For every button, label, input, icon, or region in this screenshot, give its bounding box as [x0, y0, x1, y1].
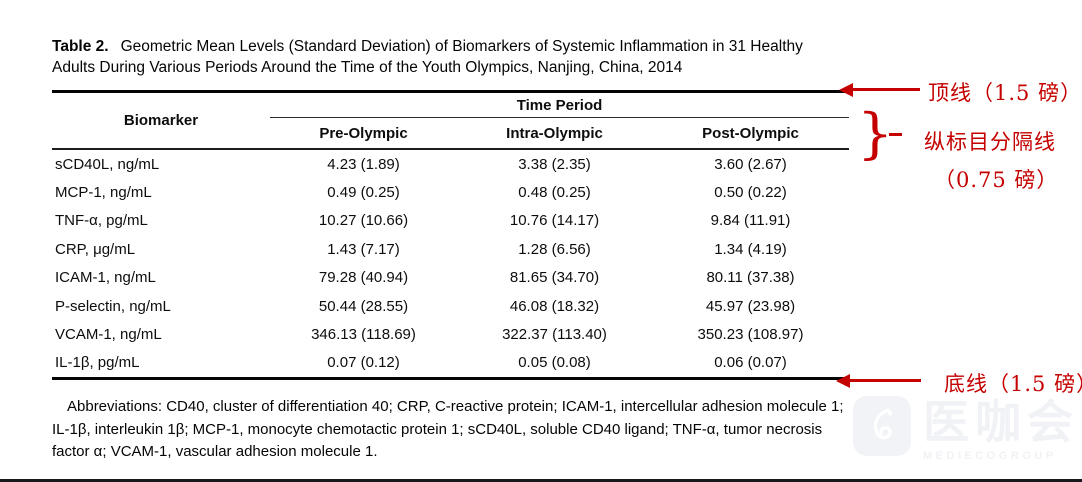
bottom-line-arrow	[836, 373, 921, 388]
value-cell-intra-olympic: 322.37 (113.40)	[502, 326, 607, 344]
separator-line-annotation: 纵标目分隔线 （0.75 磅）	[924, 126, 1058, 194]
arrowhead-icon	[836, 373, 850, 388]
biomarker-cell: MCP-1, ng/mL	[55, 184, 152, 202]
table-row: MCP-1, ng/mL 0.49 (0.25) 0.48 (0.25) 0.5…	[52, 178, 849, 206]
value-cell-pre-olympic: 79.28 (40.94)	[318, 269, 409, 287]
table-row: CRP, μg/mL 1.43 (7.17) 1.28 (6.56) 1.34 …	[52, 235, 849, 263]
table-row: ICAM-1, ng/mL 79.28 (40.94) 81.65 (34.70…	[52, 264, 849, 292]
table-footnote: Abbreviations: CD40, cluster of differen…	[52, 398, 844, 461]
value-cell-pre-olympic: 346.13 (118.69)	[311, 326, 416, 344]
table-row: sCD40L, ng/mL 4.23 (1.89) 3.38 (2.35) 3.…	[52, 150, 849, 178]
value-cell-intra-olympic: 10.76 (14.17)	[509, 212, 600, 230]
separator-annotation-line2: （0.75 磅）	[934, 168, 1059, 192]
biomarker-cell: CRP, μg/mL	[55, 240, 136, 258]
table-row: P-selectin, ng/mL 50.44 (28.55) 46.08 (1…	[52, 292, 849, 320]
biomarker-cell: TNF-α, pg/mL	[55, 212, 148, 230]
value-cell-post-olympic: 0.06 (0.07)	[714, 354, 787, 372]
table-row: IL-1β, pg/mL 0.07 (0.12) 0.05 (0.08) 0.0…	[52, 349, 849, 377]
watermark-english: MEDIECOGROUP	[923, 450, 1057, 462]
bottom-line-annotation: 底线（1.5 磅）	[944, 372, 1082, 396]
biomarker-cell: VCAM-1, ng/mL	[55, 326, 162, 344]
header-post-olympic: Post-Olympic	[702, 124, 799, 142]
header-pre-olympic: Pre-Olympic	[319, 124, 408, 142]
header-intra-olympic: Intra-Olympic	[506, 124, 603, 142]
table-title-text: Geometric Mean Levels (Standard Deviatio…	[52, 38, 803, 76]
table-title: Table 2. Geometric Mean Levels (Standard …	[52, 36, 820, 78]
value-cell-intra-olympic: 0.05 (0.08)	[518, 354, 591, 372]
separator-annotation-line1: 纵标目分隔线	[924, 130, 1056, 154]
value-cell-post-olympic: 45.97 (23.98)	[705, 297, 796, 315]
value-cell-post-olympic: 9.84 (11.91)	[710, 212, 791, 230]
table-row: TNF-α, pg/mL 10.27 (10.66) 10.76 (14.17)…	[52, 207, 849, 235]
cup-glyph-icon	[873, 408, 893, 440]
biomarker-cell: IL-1β, pg/mL	[55, 354, 140, 372]
table-body: sCD40L, ng/mL 4.23 (1.89) 3.38 (2.35) 3.…	[52, 150, 849, 381]
watermark-chinese: 医咖会	[923, 396, 1079, 448]
header-time-period: Time Period	[270, 93, 849, 118]
value-cell-intra-olympic: 1.28 (6.56)	[518, 240, 591, 258]
value-cell-intra-olympic: 46.08 (18.32)	[509, 297, 600, 315]
arrowhead-icon	[839, 82, 853, 97]
value-cell-post-olympic: 0.50 (0.22)	[714, 184, 787, 202]
watermark: 医咖会 MEDIECOGROUP	[853, 396, 1079, 462]
value-cell-post-olympic: 1.34 (4.19)	[714, 240, 787, 258]
value-cell-post-olympic: 350.23 (108.97)	[697, 326, 804, 344]
page-bottom-border	[0, 479, 1082, 482]
value-cell-pre-olympic: 4.23 (1.89)	[327, 155, 400, 173]
biomarker-cell: ICAM-1, ng/mL	[55, 269, 156, 287]
value-cell-pre-olympic: 1.43 (7.17)	[327, 240, 400, 258]
biomarker-cell: P-selectin, ng/mL	[55, 297, 171, 315]
table-figure: Table 2. Geometric Mean Levels (Standard …	[52, 36, 849, 464]
biomarker-cell: sCD40L, ng/mL	[55, 155, 160, 173]
table-number: Table 2.	[52, 38, 109, 55]
value-cell-intra-olympic: 3.38 (2.35)	[518, 155, 591, 173]
header-biomarker: Biomarker	[123, 112, 199, 129]
brace-icon: }	[857, 102, 894, 165]
top-line-arrow	[839, 82, 920, 97]
value-cell-post-olympic: 80.11 (37.38)	[706, 269, 795, 287]
brace-tail-line	[889, 133, 902, 136]
value-cell-pre-olympic: 0.49 (0.25)	[327, 184, 400, 202]
table-row: VCAM-1, ng/mL 346.13 (118.69) 322.37 (11…	[52, 320, 849, 348]
watermark-logo-icon	[853, 396, 911, 456]
value-cell-pre-olympic: 0.07 (0.12)	[327, 354, 400, 372]
value-cell-intra-olympic: 81.65 (34.70)	[509, 269, 600, 287]
value-cell-intra-olympic: 0.48 (0.25)	[518, 184, 591, 202]
value-cell-pre-olympic: 50.44 (28.55)	[318, 297, 409, 315]
value-cell-post-olympic: 3.60 (2.67)	[714, 155, 787, 173]
table-header: Biomarker Time Period Pre-Olympic Intra-…	[52, 90, 849, 150]
top-line-annotation: 顶线（1.5 磅）	[928, 81, 1082, 105]
value-cell-pre-olympic: 10.27 (10.66)	[318, 212, 409, 230]
watermark-text: 医咖会 MEDIECOGROUP	[923, 396, 1079, 462]
